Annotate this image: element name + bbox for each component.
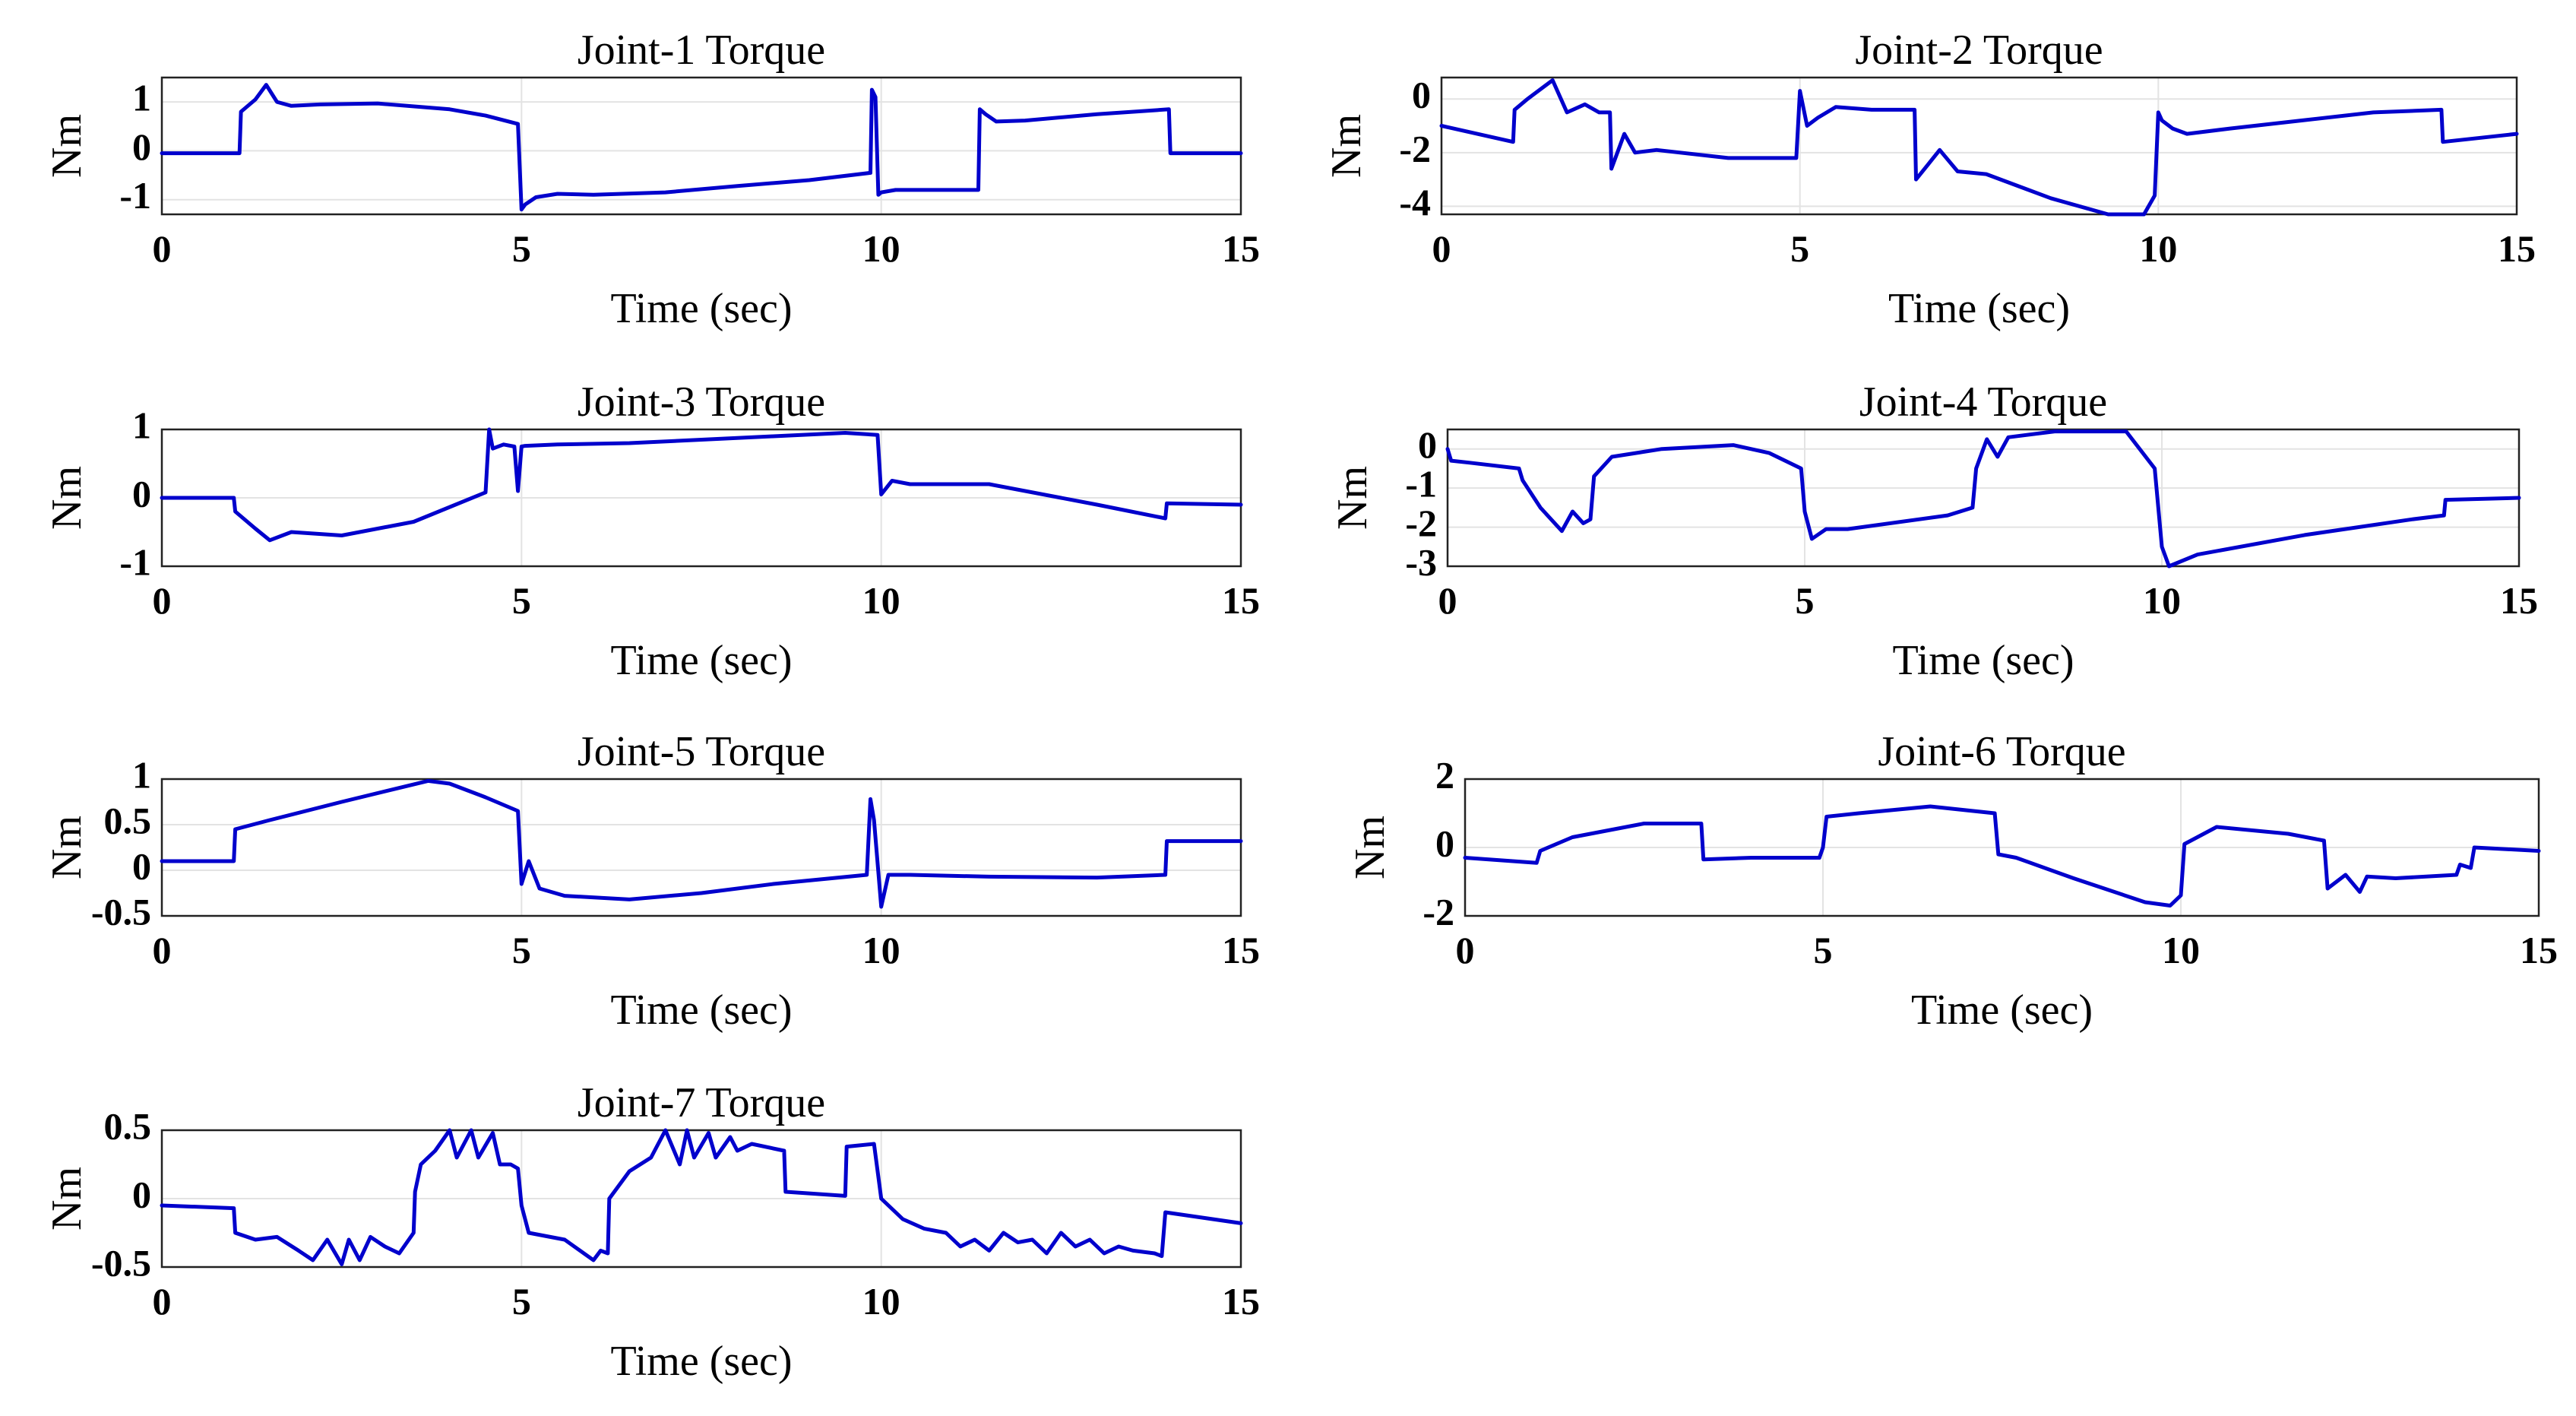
x-axis-label: Time (sec) bbox=[610, 1338, 792, 1385]
y-tick-label: -2 bbox=[1422, 890, 1454, 933]
y-axis-label: Nm bbox=[1347, 816, 1394, 879]
chart-title: Joint-6 Torque bbox=[1878, 728, 2125, 775]
x-axis-label: Time (sec) bbox=[610, 637, 792, 684]
y-axis-label: Nm bbox=[43, 1167, 90, 1231]
series-line-joint-7 bbox=[160, 1128, 1243, 1266]
y-tick-label: -3 bbox=[1405, 540, 1437, 583]
y-axis-label: Nm bbox=[43, 816, 90, 879]
chart-title: Joint-4 Torque bbox=[1859, 379, 2107, 426]
x-tick-label: 10 bbox=[862, 579, 900, 622]
y-tick-label: -1 bbox=[1405, 463, 1437, 505]
x-tick-label: 15 bbox=[2520, 929, 2558, 971]
x-tick-label: 10 bbox=[2162, 929, 2200, 971]
series-line-joint-3 bbox=[160, 427, 1243, 543]
x-tick-label: 15 bbox=[2500, 579, 2538, 622]
x-tick-label: 10 bbox=[2143, 579, 2181, 622]
subplot-joint-2: 0 5 10 15 -4 -2 0 Joint-2 Torque Time (sec) Nm bbox=[1323, 27, 2536, 332]
y-axis-label: Nm bbox=[1323, 114, 1370, 178]
y-tick-label: 0 bbox=[132, 125, 151, 168]
x-tick-label: 15 bbox=[1222, 579, 1260, 622]
x-tick-label: 15 bbox=[1222, 929, 1260, 971]
y-tick-label: -0.5 bbox=[91, 890, 151, 933]
plot-area bbox=[160, 1129, 1242, 1269]
x-tick-label: 15 bbox=[1222, 227, 1260, 270]
y-tick-label: -2 bbox=[1399, 127, 1431, 169]
x-axis-label: Time (sec) bbox=[610, 285, 792, 332]
y-tick-label: 0 bbox=[1412, 74, 1431, 116]
y-tick-label: -1 bbox=[119, 174, 151, 217]
y-tick-label: 0 bbox=[132, 844, 151, 887]
x-tick-label: 0 bbox=[1432, 227, 1451, 270]
y-axis-label: Nm bbox=[1329, 466, 1376, 530]
series-line-joint-2 bbox=[1439, 78, 2519, 217]
series-line-joint-4 bbox=[1445, 429, 2521, 569]
x-tick-label: 5 bbox=[512, 579, 531, 622]
y-tick-label: 1 bbox=[132, 77, 151, 119]
plot-area bbox=[160, 76, 1242, 216]
plot-area bbox=[1464, 778, 2540, 917]
x-tick-label: 0 bbox=[153, 579, 172, 622]
x-tick-label: 15 bbox=[2498, 227, 2536, 270]
chart-title: Joint-1 Torque bbox=[578, 27, 825, 74]
series-line-joint-5 bbox=[160, 778, 1243, 909]
chart-title: Joint-2 Torque bbox=[1855, 27, 2103, 74]
y-tick-label: 0 bbox=[132, 472, 151, 515]
y-tick-label: -4 bbox=[1399, 181, 1431, 223]
x-tick-label: 0 bbox=[1438, 579, 1457, 622]
x-tick-label: 15 bbox=[1222, 1280, 1260, 1323]
chart-title: Joint-7 Torque bbox=[578, 1079, 825, 1126]
series-line-joint-1 bbox=[160, 83, 1243, 212]
x-tick-label: 10 bbox=[862, 1280, 900, 1323]
y-tick-label: 0.5 bbox=[104, 799, 152, 841]
x-tick-label: 0 bbox=[153, 1280, 172, 1323]
y-axis-label: Nm bbox=[43, 114, 90, 178]
chart-title: Joint-3 Torque bbox=[578, 379, 825, 426]
y-tick-label: 1 bbox=[132, 404, 151, 446]
x-tick-label: 5 bbox=[1796, 579, 1815, 622]
x-tick-label: 10 bbox=[862, 929, 900, 971]
plot-area bbox=[160, 778, 1242, 917]
x-axis-label: Time (sec) bbox=[1892, 637, 2074, 684]
x-tick-label: 10 bbox=[862, 227, 900, 270]
y-tick-label: 0.5 bbox=[104, 1104, 152, 1147]
y-tick-label: 0 bbox=[1435, 822, 1454, 864]
x-tick-label: 0 bbox=[1456, 929, 1475, 971]
y-tick-label: -1 bbox=[119, 540, 151, 583]
y-tick-label: -2 bbox=[1405, 502, 1437, 544]
x-axis-label: Time (sec) bbox=[610, 987, 792, 1034]
y-tick-label: 0 bbox=[1418, 423, 1437, 466]
x-tick-label: 10 bbox=[2139, 227, 2177, 270]
series-line-joint-6 bbox=[1463, 804, 2541, 908]
chart-title: Joint-5 Torque bbox=[578, 728, 825, 775]
x-tick-label: 5 bbox=[1814, 929, 1833, 971]
x-tick-label: 0 bbox=[153, 227, 172, 270]
x-tick-label: 5 bbox=[512, 929, 531, 971]
x-tick-label: 0 bbox=[153, 929, 172, 971]
x-tick-label: 5 bbox=[512, 1280, 531, 1323]
plot-area bbox=[1440, 76, 2518, 216]
y-tick-label: -0.5 bbox=[91, 1241, 151, 1284]
x-axis-label: Time (sec) bbox=[1888, 285, 2070, 332]
x-tick-label: 5 bbox=[1790, 227, 1809, 270]
y-axis-label: Nm bbox=[43, 466, 90, 530]
y-tick-label: 2 bbox=[1435, 753, 1454, 796]
y-tick-label: 0 bbox=[132, 1173, 151, 1215]
x-tick-label: 5 bbox=[512, 227, 531, 270]
y-tick-label: 1 bbox=[132, 753, 151, 796]
x-axis-label: Time (sec) bbox=[1911, 987, 2093, 1034]
